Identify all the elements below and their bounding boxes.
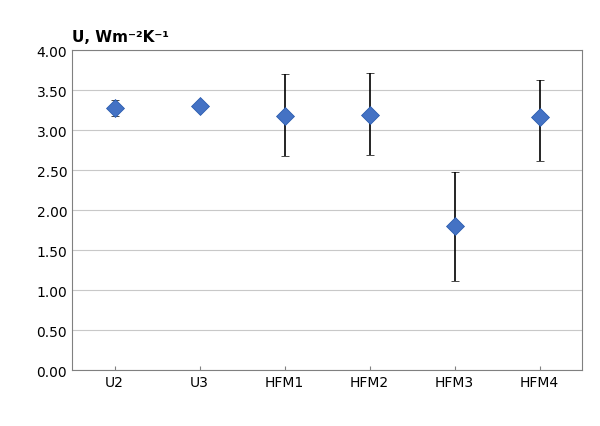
Text: U, Wm⁻²K⁻¹: U, Wm⁻²K⁻¹: [72, 30, 169, 45]
